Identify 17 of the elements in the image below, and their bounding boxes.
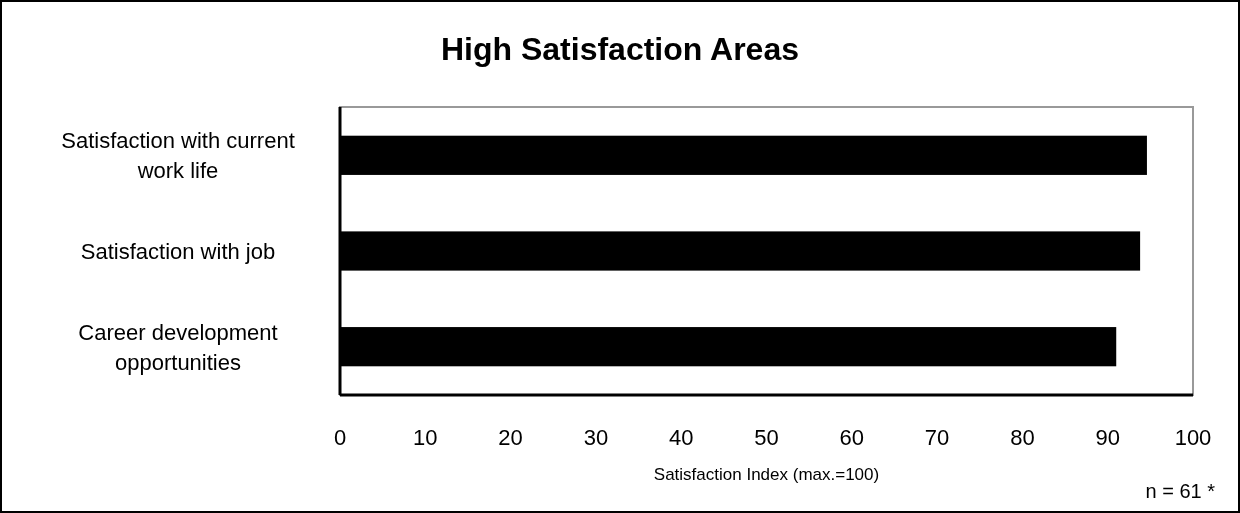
x-tick-label: 30 — [583, 425, 609, 450]
x-tick-label: 50 — [754, 425, 779, 450]
y-tick-label: Satisfaction with current work life — [61, 128, 295, 184]
x-tick-label: 70 — [924, 425, 950, 450]
y-tick-label: Career development opportunities — [78, 319, 278, 375]
x-tick-label: 40 — [668, 425, 694, 450]
chart-title: High Satisfaction Areas — [440, 31, 800, 67]
x-tick-label: 90 — [1095, 425, 1120, 450]
text: n = 61 * — [1145, 480, 1216, 502]
x-tick-label: 0 — [333, 425, 347, 450]
x-tick-label: 80 — [1010, 425, 1035, 450]
x-tick-label: 20 — [498, 425, 523, 450]
x-tick-label: 100 — [1174, 425, 1212, 450]
y-tick-label: Satisfaction with job — [80, 239, 276, 264]
x-tick-label: 10 — [413, 425, 438, 450]
x-axis-title: Satisfaction Index (max.=100) — [653, 465, 880, 484]
x-tick-label: 60 — [839, 425, 865, 450]
